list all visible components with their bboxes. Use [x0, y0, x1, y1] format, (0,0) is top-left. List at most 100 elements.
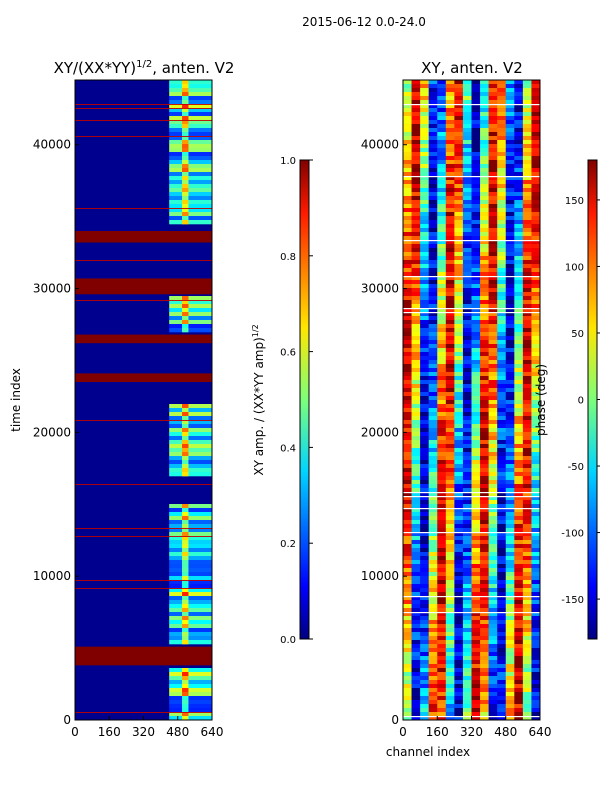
heatmap-cell	[522, 608, 532, 613]
heatmap-cell	[522, 708, 532, 713]
heatmap-cell	[403, 688, 412, 693]
heatmap-cell	[411, 80, 421, 85]
heatmap-cell	[497, 128, 507, 133]
heatmap-cell	[514, 672, 524, 677]
heatmap-cell	[445, 92, 455, 97]
heatmap-cell	[428, 460, 438, 465]
heatmap-cell	[403, 564, 412, 569]
heatmap-cell	[471, 664, 481, 669]
heatmap-cell	[531, 212, 541, 217]
heatmap-cell	[454, 600, 464, 605]
heatmap-cell	[488, 504, 498, 509]
heatmap-cell	[454, 384, 464, 389]
heatmap-cell	[169, 540, 212, 545]
heatmap-cell	[471, 244, 481, 249]
heatmap-cell	[505, 600, 515, 605]
heatmap-cell	[437, 608, 447, 613]
heatmap-cell	[488, 684, 498, 689]
heatmap-cell	[497, 364, 507, 369]
heatmap-cell	[169, 632, 212, 637]
heatmap-cell	[445, 196, 455, 201]
heatmap-cell	[411, 644, 421, 649]
heatmap-cell	[403, 380, 412, 385]
heatmap-cell	[420, 120, 429, 125]
heatmap-cell	[497, 196, 507, 201]
heatmap-cell	[531, 216, 541, 221]
heatmap-cell	[505, 372, 515, 377]
heatmap-cell	[531, 152, 541, 157]
heatmap-cell	[488, 232, 498, 237]
y-tick-label: 10000	[361, 569, 399, 583]
heatmap-cell	[445, 672, 455, 677]
heatmap-cell	[428, 512, 438, 517]
heatmap-cell	[462, 176, 472, 181]
heatmap-cell	[445, 496, 455, 501]
heatmap-cell	[182, 164, 189, 169]
heatmap-cell	[403, 388, 412, 393]
heatmap-cell	[403, 516, 412, 521]
heatmap-cell	[505, 612, 515, 617]
heatmap-cell	[454, 140, 464, 145]
heatmap-cell	[420, 212, 429, 217]
heatmap-cell	[531, 300, 541, 305]
heatmap-cell	[420, 392, 429, 397]
heatmap-cell	[531, 556, 541, 561]
heatmap-cell	[480, 216, 489, 221]
heatmap-cell	[522, 624, 532, 629]
heatmap-cell	[445, 160, 455, 165]
heatmap-cell	[505, 240, 515, 245]
heatmap-cell	[522, 380, 532, 385]
heatmap-cell	[182, 448, 189, 453]
heatmap-cell	[454, 644, 464, 649]
heatmap-cell	[488, 300, 498, 305]
heatmap-cell	[531, 560, 541, 565]
heatmap-cell	[488, 260, 498, 265]
heatmap-cell	[437, 220, 447, 225]
heatmap-cell	[462, 676, 472, 681]
heatmap-cell	[480, 660, 489, 665]
heatmap-cell	[169, 140, 212, 145]
heatmap-cell	[454, 444, 464, 449]
heatmap-cell	[437, 344, 447, 349]
heatmap-cell	[505, 564, 515, 569]
heatmap-cell	[403, 92, 412, 97]
heatmap-cell	[488, 648, 498, 653]
heatmap-cell	[411, 332, 421, 337]
heatmap-cell	[488, 316, 498, 321]
heatmap-cell	[182, 428, 189, 433]
heatmap-cell	[488, 116, 498, 121]
heatmap-cell	[497, 512, 507, 517]
heatmap-cell	[488, 368, 498, 373]
heatmap-cell	[522, 480, 532, 485]
heatmap-cell	[531, 360, 541, 365]
heatmap-cell	[454, 184, 464, 189]
heatmap-cell	[428, 88, 438, 93]
heatmap-cell	[437, 288, 447, 293]
amplitude-colorbar-gradient	[299, 159, 310, 640]
heatmap-cell	[488, 404, 498, 409]
heatmap-cell	[437, 192, 447, 197]
heatmap-cell	[505, 672, 515, 677]
heatmap-cell	[497, 484, 507, 489]
heatmap-cell	[522, 548, 532, 553]
heatmap-cell	[169, 564, 212, 569]
colorbar-label-superscript: 1/2	[251, 324, 260, 337]
heatmap-cell	[480, 716, 489, 721]
heatmap-cell	[454, 496, 464, 501]
heatmap-cell	[497, 440, 507, 445]
heatmap-cell	[497, 704, 507, 709]
heatmap-cell	[480, 632, 489, 637]
heatmap-cell	[497, 436, 507, 441]
heatmap-cell	[437, 204, 447, 209]
heatmap-cell	[505, 676, 515, 681]
heatmap-cell	[497, 336, 507, 341]
heatmap-cell	[420, 408, 429, 413]
heatmap-cell	[471, 384, 481, 389]
heatmap-cell	[488, 660, 498, 665]
heatmap-cell	[471, 480, 481, 485]
heatmap-cell	[462, 340, 472, 345]
heatmap-cell	[403, 568, 412, 573]
heatmap-cell	[437, 620, 447, 625]
heatmap-cell	[471, 660, 481, 665]
heatmap-cell	[531, 284, 541, 289]
